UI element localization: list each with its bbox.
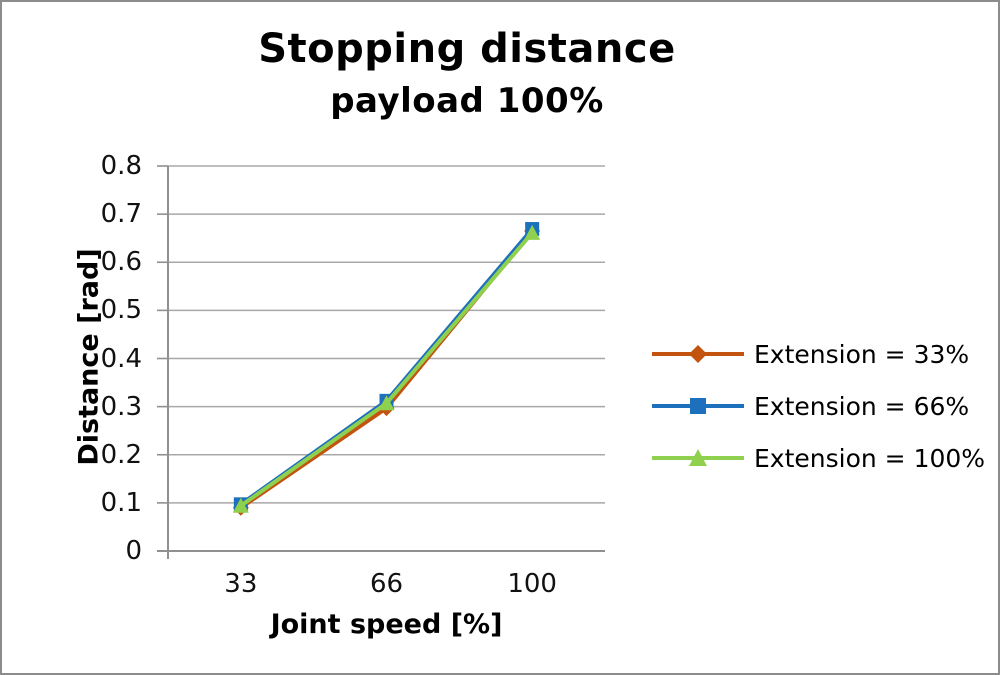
plot-area bbox=[157, 165, 605, 559]
legend-label: Extension = 66% bbox=[754, 391, 970, 421]
y-tick-label: 0.2 bbox=[100, 439, 142, 470]
y-tick-label: 0.1 bbox=[100, 487, 142, 518]
legend-label: Extension = 33% bbox=[754, 339, 970, 369]
y-tick-label: 0.5 bbox=[100, 295, 142, 326]
x-tick-label: 66 bbox=[369, 569, 404, 599]
legend: Extension = 33% Extension = 66% Extension … bbox=[652, 339, 985, 473]
y-tick-label: 0.7 bbox=[100, 199, 142, 230]
y-tick-label: 0.6 bbox=[100, 247, 142, 278]
legend-marker-triangle-icon bbox=[652, 449, 744, 466]
y-tick-label: 0 bbox=[125, 536, 142, 566]
y-tick-label: 0.4 bbox=[100, 343, 142, 374]
legend-marker-square-icon bbox=[652, 398, 744, 414]
legend-label: Extension = 100% bbox=[754, 443, 986, 473]
legend-item: Extension = 33% bbox=[652, 339, 985, 369]
chart-subtitle: payload 100% bbox=[330, 81, 604, 121]
legend-marker-diamond-icon bbox=[652, 345, 744, 363]
legend-item: Extension = 66% bbox=[652, 391, 985, 421]
series-triangle bbox=[232, 224, 541, 513]
x-axis-title: Joint speed [%] bbox=[270, 609, 503, 640]
series-diamond bbox=[232, 222, 541, 516]
x-tick-label: 100 bbox=[507, 569, 557, 599]
series-square bbox=[233, 222, 540, 512]
y-tick-label: 0.3 bbox=[100, 391, 142, 422]
y-tick-label: 0.8 bbox=[100, 151, 142, 181]
legend-item: Extension = 100% bbox=[652, 443, 985, 473]
x-tick-label: 33 bbox=[224, 569, 258, 599]
chart-title-block: Stopping distance payload 100% bbox=[2, 20, 932, 124]
chart-title: Stopping distance bbox=[258, 26, 676, 72]
